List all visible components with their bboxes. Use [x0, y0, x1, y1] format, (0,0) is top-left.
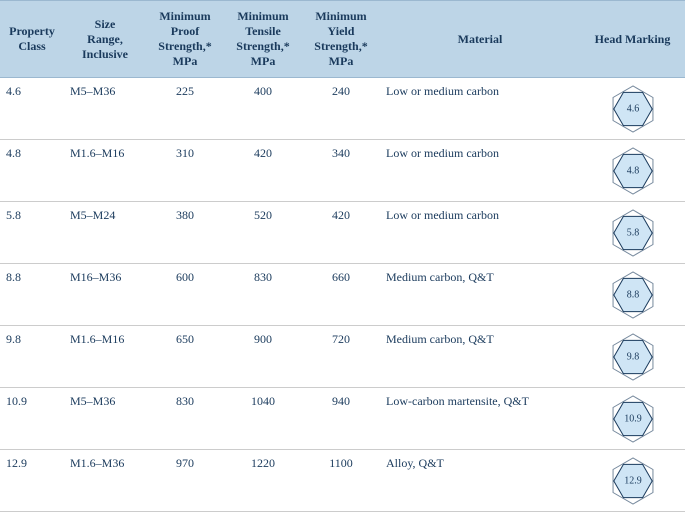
- cell-head-marking: 5.8: [580, 202, 685, 264]
- svg-text:4.8: 4.8: [626, 165, 639, 176]
- svg-text:8.8: 8.8: [626, 289, 639, 300]
- cell-material: Low-carbon martensite, Q&T: [380, 388, 580, 450]
- cell-property-class: 8.8: [0, 264, 64, 326]
- header-material: Material: [380, 1, 580, 78]
- cell-tensile-strength: 420: [224, 140, 302, 202]
- cell-proof-strength: 970: [146, 450, 224, 512]
- hex-head-icon: 4.8: [609, 147, 657, 195]
- header-proof-strength: MinimumProofStrength,*MPa: [146, 1, 224, 78]
- cell-tensile-strength: 400: [224, 78, 302, 140]
- svg-text:5.8: 5.8: [626, 227, 639, 238]
- cell-property-class: 12.9: [0, 450, 64, 512]
- cell-size-range: M16–M36: [64, 264, 146, 326]
- cell-material: Medium carbon, Q&T: [380, 326, 580, 388]
- header-head-marking: Head Marking: [580, 1, 685, 78]
- cell-yield-strength: 720: [302, 326, 380, 388]
- cell-tensile-strength: 900: [224, 326, 302, 388]
- cell-yield-strength: 420: [302, 202, 380, 264]
- cell-yield-strength: 240: [302, 78, 380, 140]
- cell-head-marking: 12.9: [580, 450, 685, 512]
- hex-head-icon: 5.8: [609, 209, 657, 257]
- header-property-class: PropertyClass: [0, 1, 64, 78]
- cell-tensile-strength: 520: [224, 202, 302, 264]
- cell-property-class: 4.6: [0, 78, 64, 140]
- cell-tensile-strength: 1040: [224, 388, 302, 450]
- cell-proof-strength: 600: [146, 264, 224, 326]
- cell-material: Alloy, Q&T: [380, 450, 580, 512]
- cell-material: Low or medium carbon: [380, 78, 580, 140]
- cell-size-range: M5–M36: [64, 388, 146, 450]
- cell-yield-strength: 340: [302, 140, 380, 202]
- cell-material: Low or medium carbon: [380, 202, 580, 264]
- cell-material: Low or medium carbon: [380, 140, 580, 202]
- header-tensile-strength: MinimumTensileStrength,*MPa: [224, 1, 302, 78]
- cell-size-range: M5–M24: [64, 202, 146, 264]
- table-row: 10.9M5–M368301040940Low-carbon martensit…: [0, 388, 685, 450]
- bolt-property-table: PropertyClass SizeRange,Inclusive Minimu…: [0, 0, 685, 512]
- svg-text:4.6: 4.6: [626, 103, 639, 114]
- cell-head-marking: 9.8: [580, 326, 685, 388]
- cell-tensile-strength: 1220: [224, 450, 302, 512]
- cell-yield-strength: 1100: [302, 450, 380, 512]
- cell-property-class: 4.8: [0, 140, 64, 202]
- hex-head-icon: 10.9: [609, 395, 657, 443]
- cell-size-range: M1.6–M16: [64, 140, 146, 202]
- hex-head-icon: 9.8: [609, 333, 657, 381]
- cell-proof-strength: 310: [146, 140, 224, 202]
- cell-property-class: 10.9: [0, 388, 64, 450]
- header-size-range: SizeRange,Inclusive: [64, 1, 146, 78]
- hex-head-icon: 12.9: [609, 457, 657, 505]
- cell-yield-strength: 940: [302, 388, 380, 450]
- cell-property-class: 9.8: [0, 326, 64, 388]
- table-row: 4.6M5–M36225400240Low or medium carbon 4…: [0, 78, 685, 140]
- cell-size-range: M1.6–M36: [64, 450, 146, 512]
- svg-text:9.8: 9.8: [626, 351, 639, 362]
- cell-proof-strength: 650: [146, 326, 224, 388]
- cell-property-class: 5.8: [0, 202, 64, 264]
- cell-size-range: M5–M36: [64, 78, 146, 140]
- cell-head-marking: 10.9: [580, 388, 685, 450]
- cell-tensile-strength: 830: [224, 264, 302, 326]
- table-row: 12.9M1.6–M3697012201100Alloy, Q&T 12.9: [0, 450, 685, 512]
- svg-text:12.9: 12.9: [624, 475, 642, 486]
- cell-size-range: M1.6–M16: [64, 326, 146, 388]
- cell-yield-strength: 660: [302, 264, 380, 326]
- cell-head-marking: 4.8: [580, 140, 685, 202]
- hex-head-icon: 4.6: [609, 85, 657, 133]
- table-header-row: PropertyClass SizeRange,Inclusive Minimu…: [0, 1, 685, 78]
- cell-head-marking: 4.6: [580, 78, 685, 140]
- cell-material: Medium carbon, Q&T: [380, 264, 580, 326]
- cell-proof-strength: 830: [146, 388, 224, 450]
- svg-text:10.9: 10.9: [624, 413, 642, 424]
- table-row: 5.8M5–M24380520420Low or medium carbon 5…: [0, 202, 685, 264]
- header-yield-strength: MinimumYieldStrength,*MPa: [302, 1, 380, 78]
- table-row: 9.8M1.6–M16650900720Medium carbon, Q&T 9…: [0, 326, 685, 388]
- cell-proof-strength: 225: [146, 78, 224, 140]
- table-row: 8.8M16–M36600830660Medium carbon, Q&T 8.…: [0, 264, 685, 326]
- hex-head-icon: 8.8: [609, 271, 657, 319]
- cell-head-marking: 8.8: [580, 264, 685, 326]
- cell-proof-strength: 380: [146, 202, 224, 264]
- table-row: 4.8M1.6–M16310420340Low or medium carbon…: [0, 140, 685, 202]
